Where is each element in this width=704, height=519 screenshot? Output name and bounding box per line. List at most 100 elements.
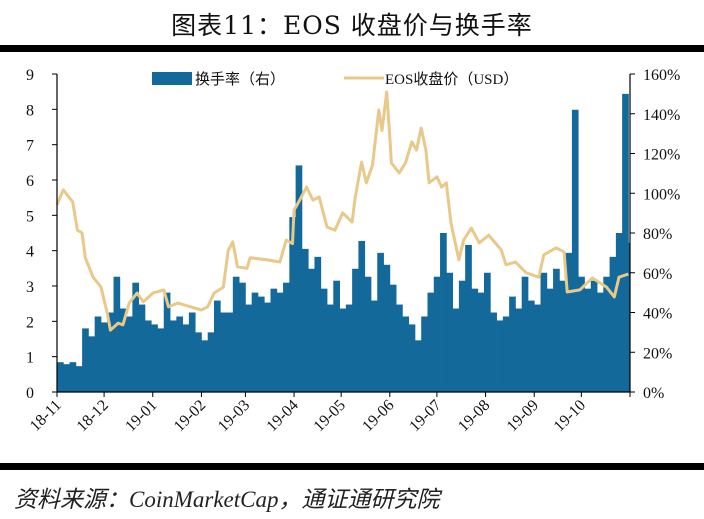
x-tick-label: 19-04 (263, 397, 301, 435)
turnover-bar (490, 312, 497, 392)
turnover-bar (213, 300, 221, 392)
turnover-bar (138, 304, 146, 392)
turnover-bar (289, 217, 297, 392)
right-tick-label: 0% (643, 385, 664, 402)
turnover-bar (527, 300, 535, 392)
turnover-bar (69, 362, 77, 392)
right-tick-label: 60% (643, 266, 672, 283)
right-tick-label: 40% (643, 306, 672, 323)
turnover-bar (370, 300, 378, 392)
turnover-bar (565, 252, 573, 392)
x-tick-label: 19-08 (455, 397, 493, 435)
turnover-bar (245, 304, 253, 392)
x-tick-label: 19-10 (551, 397, 589, 435)
turnover-bar (440, 233, 447, 392)
turnover-bar (364, 276, 372, 392)
right-tick-label: 160% (643, 67, 680, 84)
turnover-bar (408, 324, 416, 392)
turnover-bar (182, 324, 190, 392)
turnover-bar (232, 276, 240, 392)
bottom-divider (0, 463, 704, 470)
turnover-bar (327, 304, 334, 392)
turnover-bar (276, 292, 284, 392)
x-tick-label: 19-06 (359, 397, 397, 435)
left-tick-label: 0 (26, 385, 34, 402)
turnover-bar (553, 268, 560, 392)
turnover-bar (414, 340, 422, 392)
turnover-bar (157, 328, 165, 392)
right-tick-label: 20% (643, 345, 672, 362)
turnover-bar (308, 268, 315, 392)
right-tick-label: 120% (643, 147, 680, 164)
x-tick-label: 19-09 (504, 397, 542, 435)
turnover-bar (377, 252, 384, 392)
turnover-bar (609, 256, 617, 392)
turnover-bar (201, 340, 209, 392)
left-tick-label: 2 (26, 314, 34, 331)
x-tick-label: 19-03 (215, 397, 253, 435)
turnover-bar (82, 328, 89, 392)
turnover-bar (452, 308, 460, 392)
turnover-bar (477, 292, 485, 392)
x-tick-label: 19-05 (311, 397, 349, 435)
turnover-bar (226, 312, 234, 392)
legend-label-price: EOS收盘价（USD） (385, 70, 518, 88)
turnover-bar (195, 332, 202, 392)
left-tick-label: 3 (26, 279, 34, 296)
turnover-bar (427, 292, 435, 392)
x-tick-label: 19-07 (406, 397, 444, 435)
turnover-bar (251, 292, 259, 392)
turnover-bar (521, 276, 529, 392)
left-tick-label: 5 (26, 208, 34, 225)
x-tick-label: 19-01 (122, 397, 160, 435)
turnover-bar (94, 316, 102, 392)
x-tick-label: 19-02 (171, 397, 209, 435)
x-tick-label: 18-12 (74, 397, 112, 435)
turnover-bar (176, 316, 183, 392)
turnover-bar (509, 296, 516, 392)
turnover-bar (220, 312, 227, 392)
price-line (55, 90, 629, 332)
turnover-bar (301, 248, 309, 392)
turnover-bar (163, 292, 171, 392)
turnover-bar (421, 316, 428, 392)
left-tick-label: 7 (26, 138, 34, 155)
turnover-bar (188, 312, 196, 392)
turnover-bar (615, 233, 623, 392)
turnover-bar (107, 312, 114, 392)
legend-label-turnover: 换手率（右） (195, 71, 285, 88)
turnover-bar (239, 282, 246, 392)
turnover-bar (603, 276, 610, 392)
turnover-bar (396, 304, 403, 392)
left-tick-label: 6 (26, 173, 34, 190)
turnover-bar (622, 93, 629, 392)
turnover-bar (57, 362, 64, 392)
turnover-bar (257, 296, 265, 392)
turnover-bar (597, 292, 604, 392)
turnover-bar (132, 282, 140, 392)
turnover-bar (546, 288, 554, 392)
turnover-bars (57, 93, 631, 393)
turnover-bar (484, 272, 491, 392)
left-tick-label: 9 (26, 67, 34, 84)
price-line-group (55, 90, 629, 332)
turnover-bar (584, 288, 592, 392)
turnover-bar (63, 364, 70, 392)
x-tick-label: 18-11 (27, 397, 65, 435)
turnover-bar (151, 324, 158, 392)
turnover-bar (458, 280, 466, 392)
turnover-bar (283, 282, 290, 392)
turnover-bar (571, 109, 579, 393)
right-tick-label: 140% (643, 107, 680, 124)
turnover-bar (119, 308, 127, 392)
chart-title: 图表11：EOS 收盘价与换手率 (171, 11, 533, 40)
turnover-bar (170, 320, 177, 392)
turnover-bar (496, 320, 504, 392)
turnover-bar (559, 280, 567, 392)
turnover-bar (144, 320, 152, 392)
turnover-bar (339, 308, 347, 392)
turnover-bar (126, 316, 133, 392)
turnover-bar (446, 272, 454, 392)
turnover-bar (295, 165, 303, 392)
